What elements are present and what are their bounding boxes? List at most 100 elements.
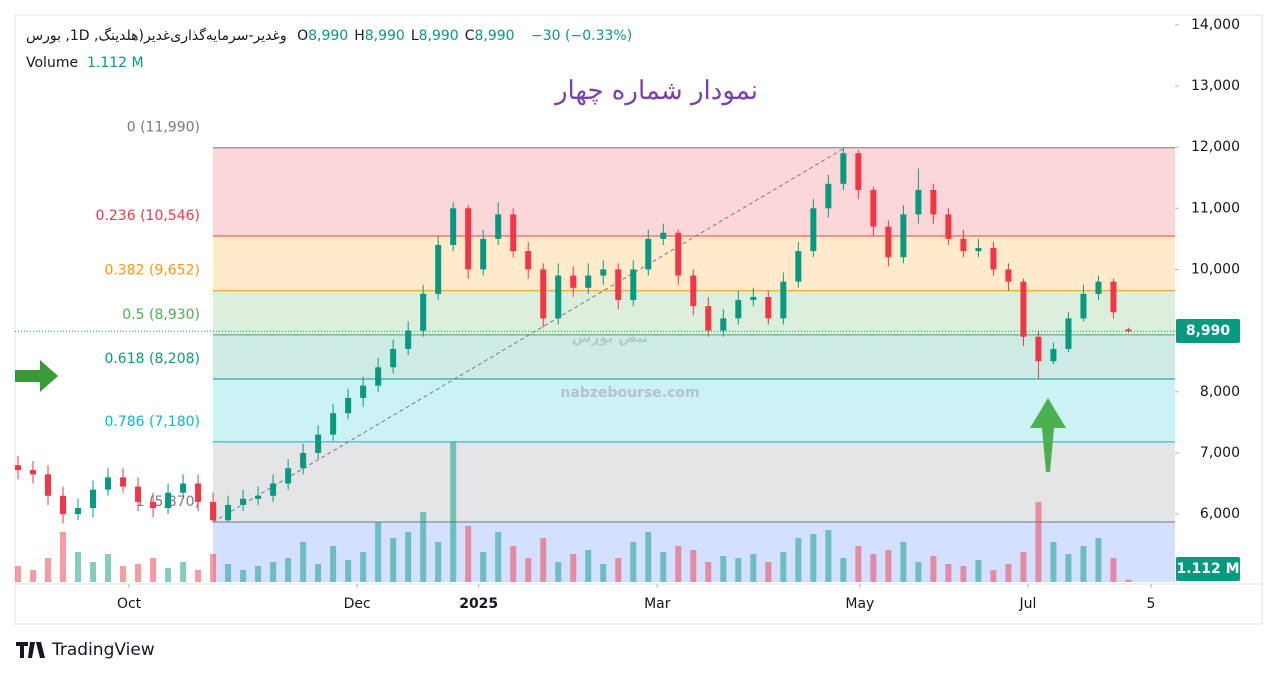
fib-label: 0.5 (8,930) [122, 307, 200, 323]
volume-bar [795, 538, 802, 582]
volume-bar [1020, 552, 1027, 582]
volume-bar [570, 554, 577, 582]
ohlc: O8,990 H8,990 L8,990 C8,990 [297, 28, 521, 44]
candle-body [480, 238, 487, 270]
volume-bar [345, 560, 352, 582]
candle-body [225, 504, 232, 521]
candle-body [795, 251, 802, 282]
x-tick-label: Dec [344, 596, 371, 612]
candle-body [75, 507, 82, 515]
plot: 0 (11,990) 0.236 (10,546) 0.382 (9,652) 0.5… [15, 17, 1240, 612]
x-tick-label: Jul [1018, 596, 1036, 612]
candle-body [825, 183, 832, 209]
volume-bar [360, 552, 367, 582]
candle-body [945, 214, 952, 239]
candle-body [1005, 269, 1012, 282]
candle-body [1020, 281, 1027, 337]
candle-body [105, 477, 112, 490]
watermark: نبض بورس [572, 330, 648, 346]
volume-bar [840, 558, 847, 582]
symbol: وغدیر-سرمایه‌گذاری‌غدیر(هلدینگ, 1D, بورس [26, 28, 287, 44]
ohlc-key: C [464, 28, 475, 44]
candle-body [465, 208, 472, 270]
volume-bar [750, 554, 757, 582]
volume-bar [285, 558, 292, 582]
candle-body [285, 468, 292, 484]
candle-body [60, 495, 67, 515]
y-tick-label: 8,000 [1200, 384, 1240, 400]
fib-label: 0.382 (9,652) [104, 263, 200, 279]
trend-line [212, 147, 846, 523]
candle-body [345, 397, 352, 414]
volume-bar [855, 546, 862, 582]
volume-bar [255, 566, 262, 582]
candle-body [30, 470, 37, 475]
legend-header: وغدیر-سرمایه‌گذاری‌غدیر(هلدینگ, 1D, بورس… [26, 28, 638, 44]
candle-body [630, 269, 637, 301]
volume-bar [975, 560, 982, 582]
candle-body [420, 293, 427, 331]
candle-body [1050, 348, 1057, 362]
candle-body [390, 348, 397, 368]
annotation: نمودار شماره چهار [555, 76, 759, 106]
volume-bar [585, 550, 592, 582]
volume-bar [60, 532, 67, 582]
fib-zone [213, 379, 1175, 442]
volume-bar [405, 532, 412, 582]
volume-bar [150, 558, 157, 582]
ohlc-value: 8,990 [474, 28, 515, 44]
volume-bar [15, 566, 22, 582]
fib-zone [213, 147, 1175, 237]
y-tick-label: 6,000 [1200, 506, 1240, 522]
y-tick-label: 14,000 [1191, 17, 1240, 33]
volume-bar [885, 550, 892, 582]
volume-bar [480, 552, 487, 582]
volume-bar [705, 562, 712, 582]
ohlc-value: 8,990 [418, 28, 459, 44]
volume-bar [675, 546, 682, 582]
volume-bar [1050, 542, 1057, 582]
x-tick-label: 5 [1147, 596, 1156, 612]
volume-bar [510, 546, 517, 582]
volume-bar [960, 566, 967, 582]
candle-body [450, 208, 457, 245]
candle-body [750, 296, 757, 301]
candle-body [885, 226, 892, 258]
y-tick-label: 10,000 [1191, 261, 1240, 277]
candle-body [1125, 329, 1132, 332]
arrow-right [15, 360, 58, 392]
volume-bar [315, 564, 322, 582]
fib-zone [213, 441, 1175, 523]
candle-body [555, 275, 562, 319]
volume-bar [600, 564, 607, 582]
volume-bar [495, 532, 502, 582]
candle-body [525, 251, 532, 270]
volume-bar [465, 526, 472, 582]
candle-body [675, 232, 682, 276]
volume-bar [1110, 558, 1117, 582]
volume-bar [1080, 546, 1087, 582]
fib-label: 0 (11,990) [127, 120, 200, 136]
volume-bar [660, 552, 667, 582]
volume-bar [525, 558, 532, 582]
volume-bar [870, 554, 877, 582]
candle-body [690, 275, 697, 307]
volume-bar [120, 566, 127, 582]
volume-legend: Volume 1.112 M [26, 55, 144, 71]
volume-value: 1.112 M [86, 55, 144, 71]
volume-bar [1035, 502, 1042, 582]
candle-body [1035, 336, 1042, 362]
volume-bar [915, 562, 922, 582]
volume-bar [240, 570, 247, 582]
y-tick-label: 12,000 [1191, 139, 1240, 155]
candle-body [975, 248, 982, 252]
volume-bar [165, 568, 172, 582]
y-tick-label: 13,000 [1191, 78, 1240, 94]
candle-body [195, 483, 202, 502]
volume-bar [270, 562, 277, 582]
candle-body [990, 248, 997, 270]
candle-body [735, 300, 742, 319]
volume-bar [555, 562, 562, 582]
ohlc-value: 8,990 [364, 28, 405, 44]
